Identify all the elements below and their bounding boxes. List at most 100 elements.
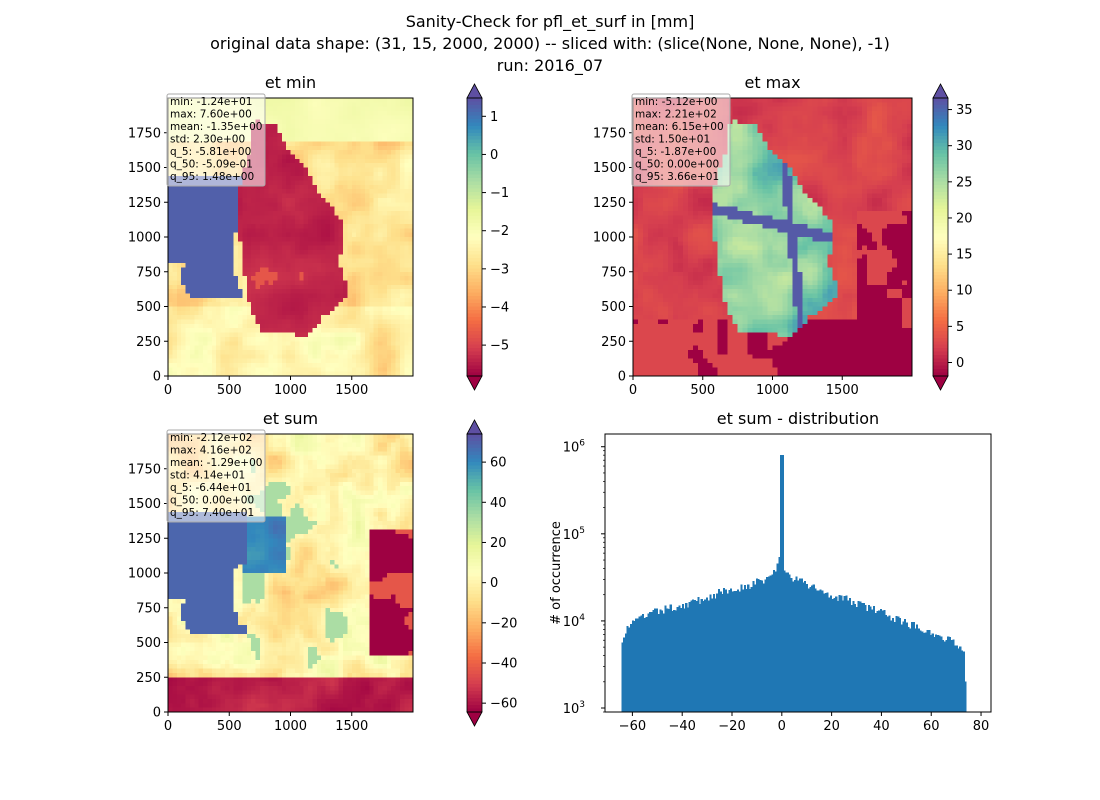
colorbar-segment [933, 268, 948, 273]
colorbar-segment [467, 621, 482, 626]
heatmap-panel-1: et max 0 500 1000 1500 0 250 500 750 1000 1250 1500… [593, 73, 913, 398]
histogram-bar [788, 574, 791, 712]
colorbar-segment [467, 510, 482, 515]
histogram-bar [667, 609, 671, 712]
histogram-bar [819, 589, 822, 712]
colorbar-segment [467, 170, 482, 176]
x-tick-label: 500 [217, 383, 242, 398]
colorbar-segment [467, 645, 482, 651]
histogram-bar [917, 628, 920, 712]
colorbar-segment [467, 590, 482, 595]
histogram-bar [711, 598, 714, 712]
colorbar-extend-min [466, 711, 483, 727]
colorbar-segment [933, 125, 948, 130]
colorbar-tick-label: 5 [956, 320, 964, 335]
colorbar-segment [933, 205, 948, 210]
y-tick-label: 750 [136, 601, 161, 616]
colorbar-segment [467, 628, 482, 633]
colorbar-segment [933, 143, 948, 148]
colorbar-segment [933, 226, 948, 231]
colorbar-segment [933, 202, 948, 207]
colorbar-segment [467, 486, 482, 491]
histogram-bar [726, 593, 729, 712]
colorbar-segment [467, 351, 482, 356]
colorbar-segment [467, 191, 482, 196]
colorbar-tick-label: −3 [490, 262, 509, 277]
histogram-bar [914, 628, 917, 712]
colorbar-segment [467, 600, 482, 605]
stats-line: min: -1.24e+01 [170, 96, 252, 108]
colorbar-segment [933, 184, 948, 189]
histogram-bar [652, 609, 655, 712]
colorbar-segment [467, 164, 482, 169]
colorbar-segment [467, 268, 482, 273]
histogram-bar [755, 578, 758, 712]
histogram-bar [952, 639, 955, 712]
colorbar-segment [467, 313, 482, 318]
colorbar-segment [467, 642, 482, 647]
colorbar-segment [933, 160, 948, 165]
histogram-bar [804, 581, 807, 712]
colorbar-segment [467, 240, 482, 245]
histogram-title: et sum - distribution [717, 409, 879, 428]
colorbar-segment [467, 503, 482, 508]
hist-y-tick-label: 104 [563, 613, 586, 630]
colorbar-segment [467, 337, 482, 342]
colorbar-segment [467, 607, 482, 612]
colorbar-segment [933, 285, 948, 290]
histogram-bar [664, 605, 667, 712]
histogram-bar [935, 634, 938, 712]
colorbar-tick-label: −60 [490, 697, 517, 712]
colorbar-segment [467, 365, 482, 370]
y-tick-label: 1750 [128, 126, 161, 141]
y-tick-label: 1250 [593, 196, 626, 211]
colorbar-segment [467, 184, 482, 189]
colorbar-segment [467, 562, 482, 567]
colorbar-segment [933, 129, 948, 134]
colorbar-segment [467, 597, 482, 602]
histogram-bar [860, 602, 864, 712]
histogram-bar [902, 621, 905, 712]
y-tick-label: 750 [601, 265, 626, 280]
histogram-bar [728, 589, 731, 712]
x-tick-label: 500 [690, 383, 715, 398]
histogram-bar [824, 592, 827, 712]
colorbar-segment [933, 243, 948, 249]
colorbar-tick-label: −5 [490, 339, 509, 354]
colorbar-segment [467, 129, 482, 134]
histogram-bar [745, 589, 748, 712]
colorbar-segment [467, 344, 482, 349]
histogram-bar [941, 640, 945, 712]
colorbar-segment [467, 198, 482, 203]
histogram-bar [812, 584, 815, 712]
stats-line: min: -2.12e+02 [170, 432, 252, 444]
heatmap-panel-0: et min 0 500 1000 1500 0 250 500 750 1000 1250 1500… [128, 73, 414, 398]
histogram-bar [723, 588, 726, 712]
colorbar-extend-max [466, 419, 483, 435]
colorbar-segment [467, 285, 482, 290]
colorbar-segment [467, 687, 482, 692]
histogram-bar [931, 633, 934, 712]
histogram-bar [635, 618, 638, 712]
histogram-bar [947, 636, 950, 712]
colorbar-segment [933, 115, 948, 120]
hist-x-tick-label: 40 [873, 719, 890, 734]
histogram-bar [764, 579, 767, 712]
histogram-bar [771, 574, 774, 712]
histogram-bar [757, 579, 760, 712]
histogram-bar [624, 633, 627, 712]
colorbar-segment [933, 351, 948, 356]
y-tick-label: 1000 [593, 231, 626, 246]
histogram-bar [909, 628, 912, 712]
colorbar-segment [467, 362, 482, 367]
colorbar-segment [933, 122, 948, 127]
histogram-bar [866, 610, 869, 712]
stats-line: q_5: -6.44e+01 [170, 482, 251, 494]
hist-x-tick-label: 60 [923, 719, 940, 734]
colorbar-segment [933, 209, 948, 214]
colorbar-segment [467, 635, 482, 640]
colorbar-tick-label: 15 [956, 248, 973, 263]
colorbar-tick-label: 40 [490, 496, 507, 511]
colorbar-segment [933, 167, 948, 172]
histogram-bar [885, 614, 888, 712]
